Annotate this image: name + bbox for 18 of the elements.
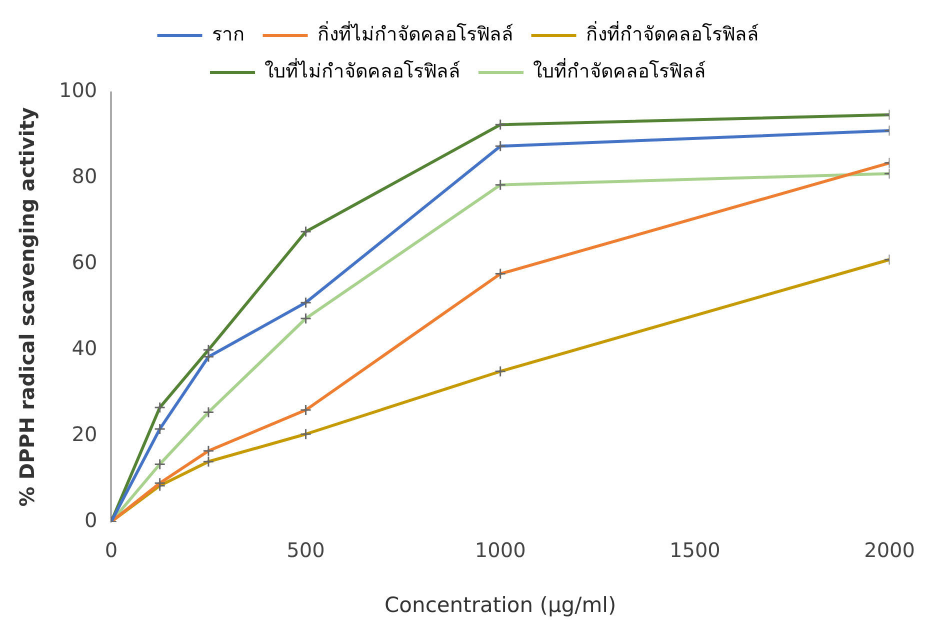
legend-label: กิ่งที่กำจัดคลอโรฟิลล์ [586,20,759,46]
x-tick-label: 2000 [864,538,916,562]
y-tick-label: 100 [58,78,98,102]
y-tick-label: 20 [72,422,98,446]
y-tick-label: 80 [72,164,98,188]
y-axis-title: % DPPH radical scavenging activity [15,107,40,507]
y-tick-label: 40 [72,336,98,360]
legend-label: ใบที่ไม่กำจัดคลอโรฟิลล์ [264,57,460,82]
y-tick-label: 60 [72,250,98,274]
x-axis-title: Concentration (µg/ml) [384,592,616,617]
x-tick-label: 0 [104,538,118,562]
x-tick-label: 500 [286,538,325,562]
legend-label: ราก [212,23,245,46]
x-tick-label: 1000 [474,538,526,562]
x-tick-label: 1500 [670,538,720,562]
legend-label: กิ่งที่ไม่กำจัดคลอโรฟิลล์ [317,20,514,46]
y-tick-label: 0 [84,508,98,532]
legend-label: ใบที่กำจัดคลอโรฟิลล์ [533,57,706,82]
